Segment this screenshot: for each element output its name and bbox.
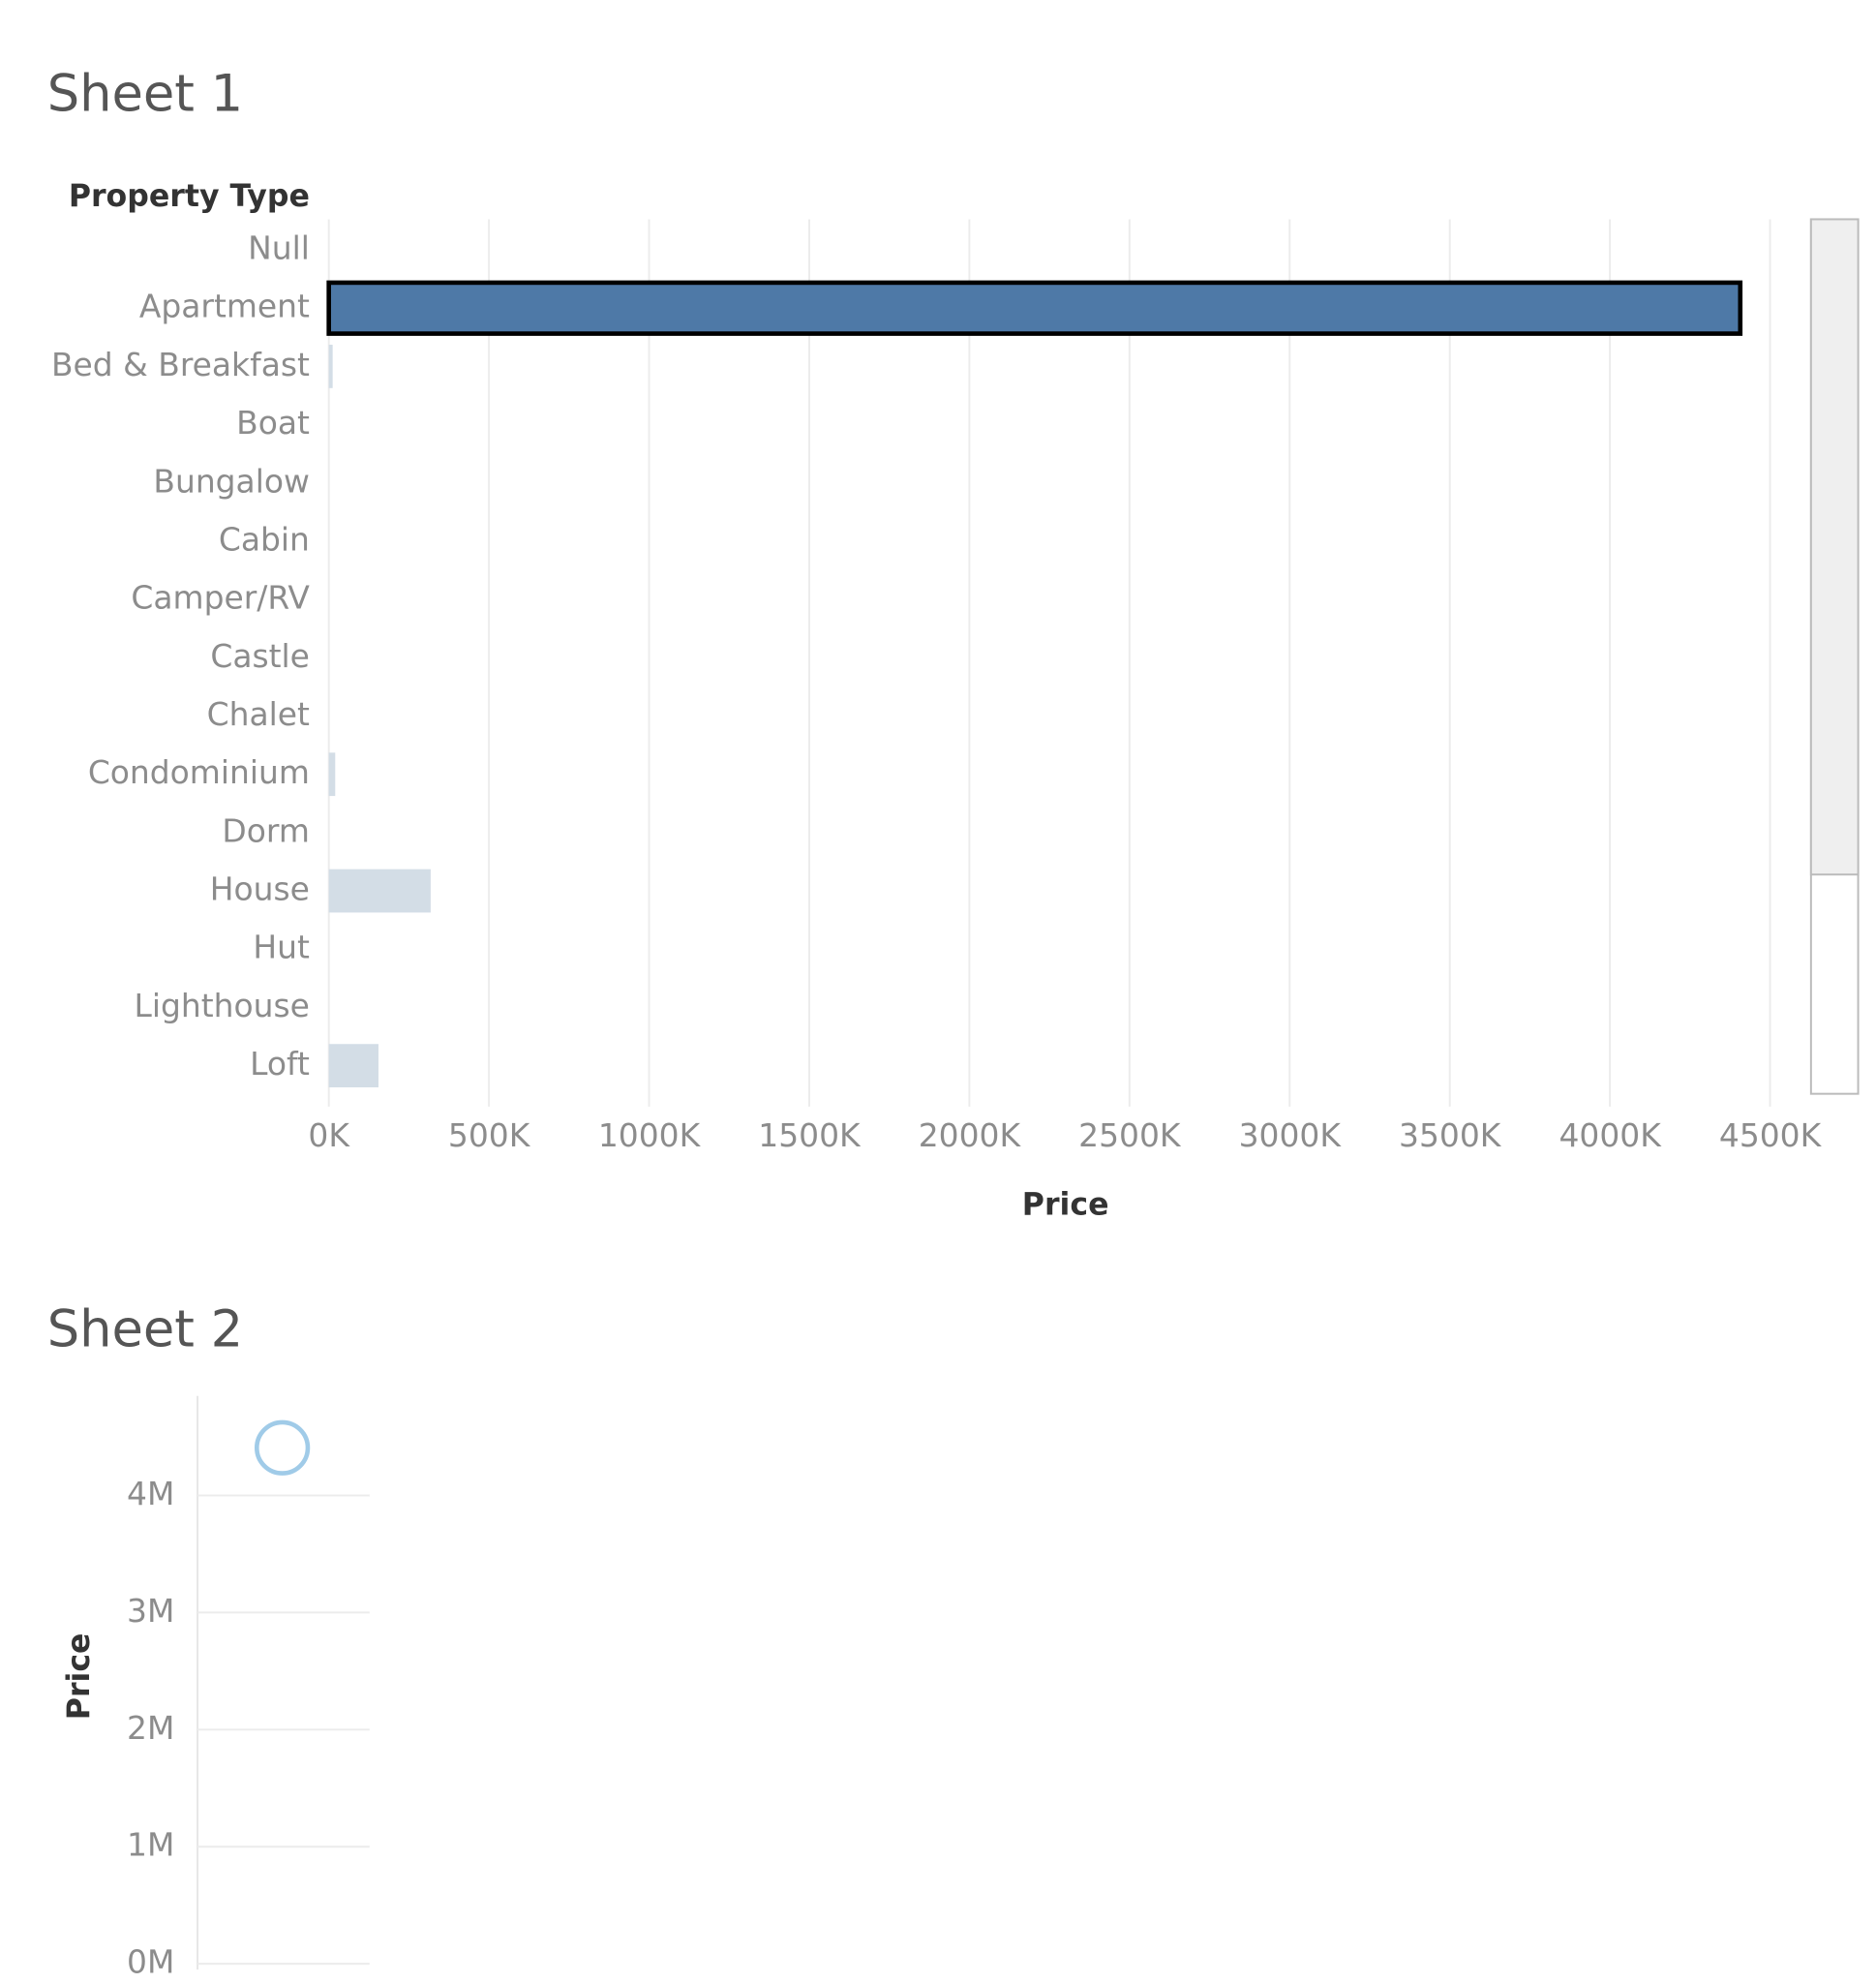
y-tick-label: Cabin (219, 520, 310, 558)
y-tick-label: Castle (210, 637, 310, 675)
x-tick-label: 3000K (1239, 1116, 1343, 1154)
y-tick-label: Hut (253, 929, 310, 966)
y-tick-label: Camper/RV (131, 579, 310, 617)
bar (328, 1044, 378, 1087)
x-axis-title: Price (1022, 1188, 1109, 1223)
y-tick-label: Loft (250, 1045, 310, 1083)
y-tick-label: Dorm (222, 811, 309, 849)
y-tick-label: 1M (127, 1826, 174, 1864)
chart-title: Sheet 1 (47, 65, 243, 124)
chart-title: Sheet 2 (47, 1300, 243, 1359)
y-tick-label: Lighthouse (135, 987, 310, 1024)
y-tick-label: 4M (127, 1475, 174, 1512)
x-tick-label: 500K (448, 1116, 531, 1154)
y-tick-label: House (210, 870, 310, 908)
x-tick-label: 2500K (1078, 1116, 1182, 1154)
bar (328, 752, 336, 797)
y-tick-label: 3M (127, 1592, 174, 1630)
x-tick-label: 1500K (758, 1116, 862, 1154)
y-tick-label: Condominium (88, 753, 310, 791)
bar (326, 280, 1743, 336)
y-tick-label: Apartment (139, 288, 310, 325)
y-tick-label: Bungalow (153, 462, 310, 500)
point (254, 1419, 311, 1476)
bar (328, 869, 431, 913)
y-tick-label: Null (248, 229, 310, 267)
x-tick-label: 4000K (1558, 1116, 1662, 1154)
x-tick-label: 2000K (919, 1116, 1022, 1154)
y-tick-label: 2M (127, 1709, 174, 1747)
x-tick-label: 4500K (1719, 1116, 1823, 1154)
y-tick-label: Chalet (207, 695, 310, 733)
y-tick-label: Boat (236, 404, 310, 442)
x-tick-label: 1000K (598, 1116, 702, 1154)
y-tick-label: Bed & Breakfast (51, 346, 310, 383)
x-tick-label: 3500K (1399, 1116, 1502, 1154)
scrollbar-thumb[interactable] (1809, 218, 1860, 876)
y-axis-title: Price (62, 1633, 97, 1721)
x-tick-label: 0K (308, 1116, 350, 1154)
y-tick-label: 0M (127, 1943, 174, 1981)
category-header: Property Type (69, 179, 310, 214)
bar (328, 345, 333, 388)
